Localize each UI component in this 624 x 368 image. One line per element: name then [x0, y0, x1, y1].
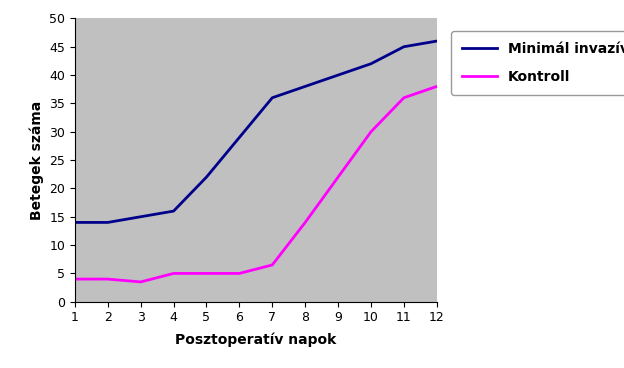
X-axis label: Posztoperatív napok: Posztoperatív napok	[175, 333, 336, 347]
Y-axis label: Betegek száma: Betegek száma	[29, 100, 44, 220]
Legend: Minimál invazív, Kontroll: Minimál invazív, Kontroll	[451, 31, 624, 95]
